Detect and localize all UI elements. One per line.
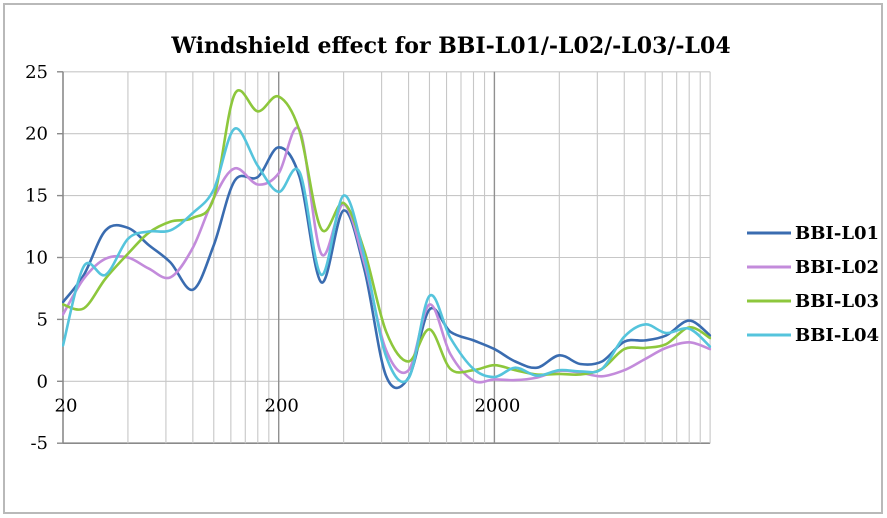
legend: BBI-L01 BBI-L02 BBI-L03 BBI-L04 (747, 223, 879, 346)
legend-label-bbi-l03: BBI-L03 (795, 291, 879, 312)
series-lines (62, 89, 712, 390)
y-tick-label: 20 (25, 124, 48, 145)
legend-item-bbi-l03[interactable]: BBI-L03 (747, 291, 879, 312)
x-tick-label: 2000 (474, 395, 520, 416)
series-line-bbi-l01 (62, 146, 712, 390)
chart-title: Windshield effect for BBI-L01/-L02/-L03/… (170, 33, 730, 59)
x-tick-label: 200 (265, 395, 299, 416)
legend-item-bbi-l04[interactable]: BBI-L04 (747, 325, 879, 346)
gridlines (63, 71, 711, 445)
legend-label-bbi-l02: BBI-L02 (795, 257, 879, 278)
legend-item-bbi-l02[interactable]: BBI-L02 (747, 257, 879, 278)
y-tick-label: 0 (37, 371, 48, 392)
series-line-bbi-l04 (62, 127, 712, 384)
y-tick-label: 15 (25, 186, 48, 207)
y-tick-label: 10 (25, 248, 48, 269)
y-tick-label: 25 (25, 62, 48, 83)
legend-item-bbi-l01[interactable]: BBI-L01 (747, 223, 879, 244)
legend-label-bbi-l01: BBI-L01 (795, 223, 879, 244)
axis-labels: 25 20 15 10 5 0 -5 20 200 2000 (25, 62, 520, 454)
legend-label-bbi-l04: BBI-L04 (795, 325, 879, 346)
y-tick-label: -5 (30, 433, 48, 454)
y-tick-label: 5 (37, 309, 48, 330)
x-tick-label: 20 (55, 395, 78, 416)
axes (57, 71, 64, 444)
